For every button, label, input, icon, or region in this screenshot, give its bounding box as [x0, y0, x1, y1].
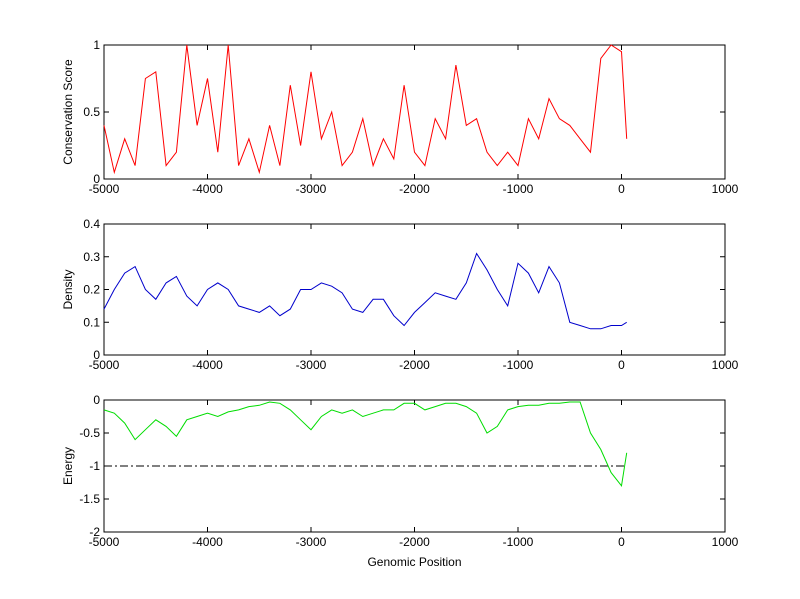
x-tick-label: -2000 [399, 182, 430, 196]
data-line [103, 44, 628, 175]
x-tick-label: 1000 [712, 182, 739, 196]
y-tick-label: 0.5 [83, 105, 100, 119]
y-tick-label: 0 [93, 393, 100, 407]
x-tick-label: -4000 [192, 182, 223, 196]
x-tick-label: -3000 [296, 182, 327, 196]
x-tick-label: -3000 [296, 358, 327, 372]
y-tick-label: 1 [93, 38, 100, 52]
y-tick-label: -1 [89, 459, 100, 473]
y-tick-label: -0.5 [79, 426, 100, 440]
y-tick-label: -1.5 [79, 492, 100, 506]
y-tick-label: 0 [93, 348, 100, 362]
y-tick-label: 0.3 [83, 250, 100, 264]
x-tick-label: -5000 [89, 182, 120, 196]
x-tick-label: -5000 [89, 358, 120, 372]
data-line [103, 252, 627, 330]
x-tick-label: 0 [618, 182, 625, 196]
x-tick-label: -1000 [503, 535, 534, 549]
x-axis-label: Genomic Position [367, 555, 461, 569]
y-axis-label: Density [61, 269, 75, 309]
x-tick-label: -2000 [399, 358, 430, 372]
x-tick-label: 1000 [712, 535, 739, 549]
x-tick-label: -1000 [503, 182, 534, 196]
x-tick-label: -1000 [503, 358, 534, 372]
x-tick-label: -3000 [296, 535, 327, 549]
y-axis-label: Conservation Score [61, 59, 75, 165]
x-tick-label: 1000 [712, 358, 739, 372]
y-tick-label: -2 [89, 525, 100, 539]
x-tick-label: -4000 [192, 358, 223, 372]
x-tick-label: 0 [618, 358, 625, 372]
y-tick-label: 0.2 [83, 283, 100, 297]
axes-box [103, 223, 726, 356]
y-axis-label: Energy [61, 447, 75, 485]
y-tick-label: 0 [93, 172, 100, 186]
y-tick-label: 0.4 [83, 217, 100, 231]
y-tick-label: 0.1 [83, 315, 100, 329]
x-tick-label: -5000 [89, 535, 120, 549]
axes-box [103, 44, 726, 180]
x-tick-label: -2000 [399, 535, 430, 549]
data-line [103, 401, 628, 488]
x-tick-label: -4000 [192, 535, 223, 549]
x-tick-label: 0 [618, 535, 625, 549]
